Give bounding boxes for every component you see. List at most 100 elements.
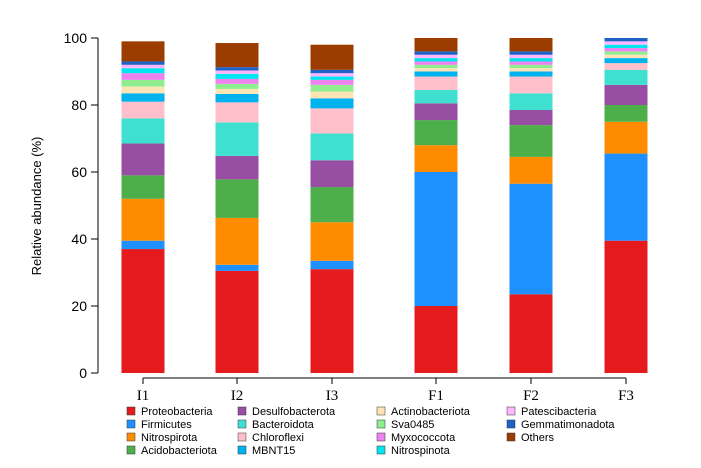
bar-segment (414, 68, 458, 72)
bar-segment (121, 175, 165, 199)
bar-segment (414, 89, 458, 104)
bar-segment (310, 91, 354, 99)
legend-swatch (237, 406, 247, 416)
bar-segment (215, 88, 259, 94)
bars-group (121, 38, 648, 373)
bar-segment (509, 38, 553, 52)
bar-segment (310, 84, 354, 92)
bar-segment (310, 222, 354, 261)
x-tick-label: F3 (618, 388, 634, 404)
bar-segment (414, 58, 458, 62)
x-tick-label: I3 (326, 388, 339, 404)
legend-item: Patescibacteria (506, 406, 597, 418)
bar-segment (604, 84, 648, 105)
y-tick-label: 80 (71, 97, 87, 113)
x-tick-label: F2 (523, 388, 539, 404)
bar-segment (414, 64, 458, 69)
bar-segment (121, 41, 165, 62)
bar-segment (414, 61, 458, 65)
bar-segment (414, 120, 458, 146)
bar-segment (121, 86, 165, 94)
legend-swatch (506, 419, 516, 429)
legend-label: Bacteroidota (252, 419, 315, 431)
bar-segment (604, 121, 648, 154)
bar-segment (509, 156, 553, 184)
legend-item: Myxococcota (376, 432, 456, 444)
bar-segment (310, 98, 354, 109)
bar-stack-I2 (215, 43, 259, 373)
legend-swatch (376, 419, 386, 429)
legend-label: Chloroflexi (252, 432, 304, 444)
bar-segment (121, 240, 165, 250)
bar-segment (509, 64, 553, 69)
y-tick-label: 100 (64, 30, 88, 46)
legend-swatch (376, 406, 386, 416)
bar-segment (509, 76, 553, 94)
bar-segment (215, 83, 259, 89)
bar-segment (509, 183, 553, 295)
bar-segment (604, 38, 648, 42)
bar-segment (310, 44, 354, 70)
y-tick-label: 60 (71, 164, 87, 180)
y-tick-label: 20 (71, 298, 87, 314)
bar-segment (414, 76, 458, 90)
legend-label: Myxococcota (391, 432, 456, 444)
bar-segment (414, 145, 458, 172)
bar-segment (215, 179, 259, 218)
legend-item: Bacteroidota (237, 419, 315, 431)
bar-segment (215, 78, 259, 84)
bar-segment (604, 58, 648, 64)
y-axis: 0 20 40 60 80 100 (64, 30, 99, 381)
legend-item: Firmicutes (126, 419, 192, 431)
bar-segment (215, 270, 259, 373)
bar-segment (121, 118, 165, 144)
bar-segment (509, 93, 553, 111)
bar-segment (121, 101, 165, 119)
legend-item: Nitrospinota (376, 445, 451, 457)
legend-item: MBNT15 (237, 445, 295, 457)
bar-segment (121, 68, 165, 74)
bar-segment (604, 41, 648, 45)
legend-item: Sva0485 (376, 419, 434, 431)
bar-segment (509, 54, 553, 59)
bar-segment (604, 69, 648, 85)
bar-segment (215, 67, 259, 71)
bar-segment (310, 160, 354, 188)
legend-swatch (237, 445, 247, 455)
bar-segment (215, 43, 259, 68)
legend-item: Actinobacteriota (376, 406, 471, 418)
bar-segment (414, 54, 458, 59)
bar-segment (414, 172, 458, 306)
legend-item: Acidobacteriota (126, 445, 218, 457)
y-tick-label: 40 (71, 231, 87, 247)
bar-segment (215, 122, 259, 156)
bar-segment (310, 269, 354, 373)
legend-swatch (237, 419, 247, 429)
legend-label: Acidobacteriota (141, 445, 218, 457)
bar-segment (509, 294, 553, 373)
bar-segment (414, 103, 458, 121)
bar-segment (604, 48, 648, 52)
legend-swatch (237, 432, 247, 442)
bar-stack-F1 (414, 38, 458, 373)
legend-label: Desulfobacterota (252, 406, 336, 418)
bar-segment (121, 93, 165, 102)
bar-stack-I3 (310, 44, 354, 373)
bar-segment (121, 198, 165, 241)
legend: ProteobacteriaFirmicutesNitrospirotaAcid… (126, 406, 615, 457)
bar-segment (310, 76, 354, 80)
bar-segment (509, 58, 553, 62)
legend-label: Nitrospirota (141, 432, 198, 444)
bar-stack-I1 (121, 41, 165, 373)
bar-segment (310, 260, 354, 270)
legend-label: Proteobacteria (141, 406, 213, 418)
bar-segment (121, 61, 165, 65)
legend-item: Desulfobacterota (237, 406, 336, 418)
bar-segment (509, 61, 553, 65)
bar-segment (310, 73, 354, 77)
bar-segment (604, 51, 648, 55)
legend-swatch (126, 432, 136, 442)
legend-label: Gemmatimonadota (521, 419, 615, 431)
bar-segment (215, 70, 259, 74)
bar-segment (604, 63, 648, 70)
